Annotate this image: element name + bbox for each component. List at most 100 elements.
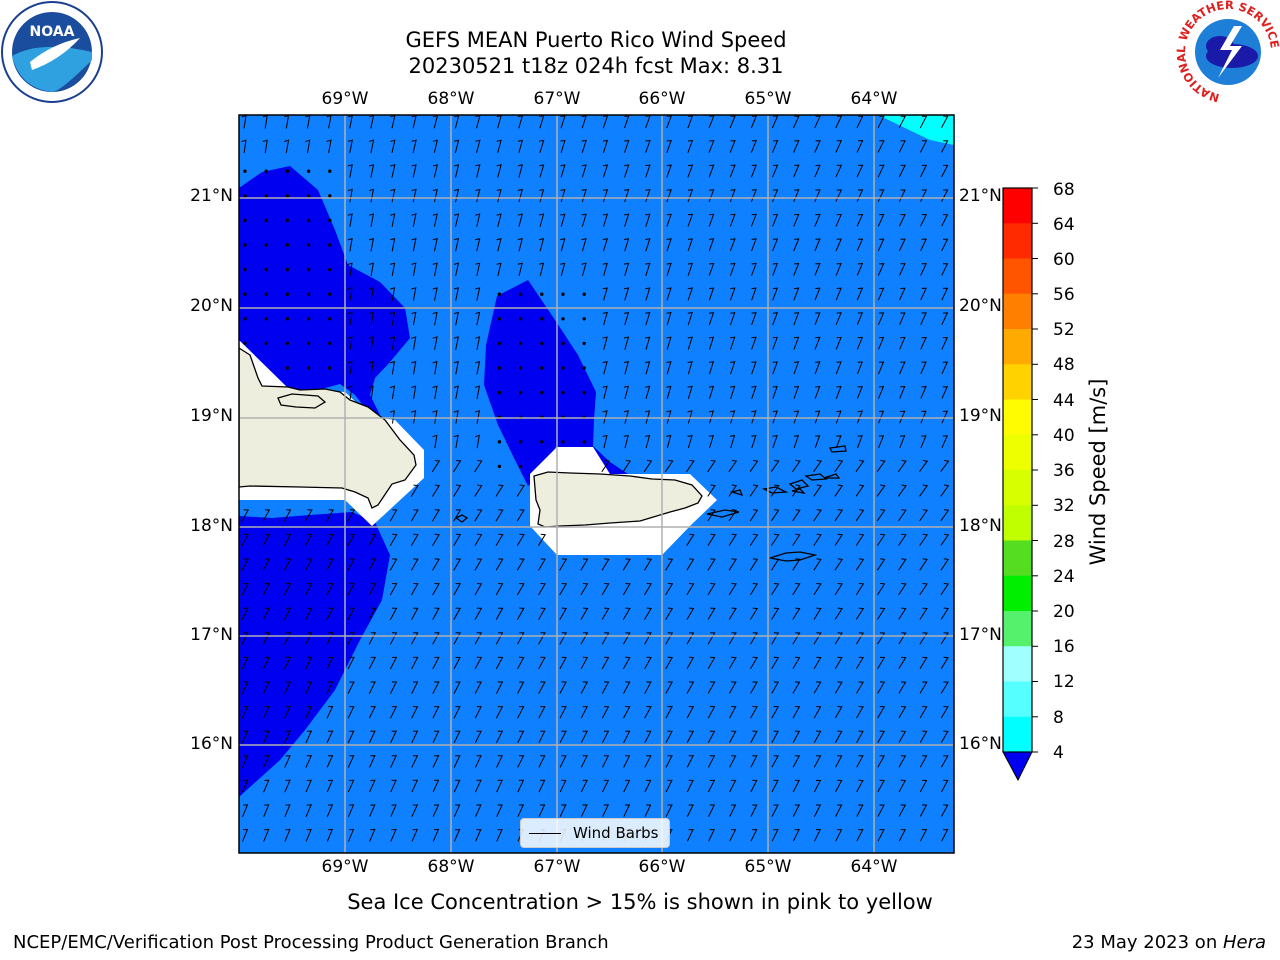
lat-label-right: 19°N [959,406,1002,426]
wind-barb [474,706,482,719]
wind-barb [728,459,738,472]
wind-barb [749,558,759,571]
wind-barb [411,755,419,768]
wind-barb [876,533,886,546]
wind-barb [855,632,865,645]
calm-barb [243,267,247,272]
wind-barb [242,804,249,817]
wind-barb [284,705,291,719]
gridlines [239,115,954,853]
lat-label-right: 17°N [959,625,1002,645]
wind-barb [495,583,504,596]
wind-barb [454,139,460,154]
wind-barb [899,435,906,448]
wind-barb [708,262,715,276]
wind-barb [326,509,334,522]
wind-barb [601,459,610,473]
wind-barb [793,385,800,399]
wind-barb [624,139,630,153]
wind-barb [687,410,693,424]
wind-barb [390,706,398,719]
wind-barb [560,115,566,129]
calm-barb [497,366,502,370]
calm-barb [540,341,544,346]
wind-barb [559,755,567,768]
wind-barb [347,311,353,326]
wind-barb [559,632,568,645]
wind-barb [432,237,438,252]
wind-barb [432,434,438,449]
wind-barb [835,115,843,129]
wind-barb [580,730,589,744]
calm-barb [264,218,268,223]
wind-barb [835,829,843,842]
wind-barb [326,533,334,547]
wind-barb [665,755,673,768]
wind-barb [390,828,397,842]
wind-barb [665,632,674,645]
calm-barb [306,243,311,247]
wind-barb [475,828,482,842]
colorbar-tick-label: 48 [1053,355,1075,375]
wind-barb [453,484,462,497]
wind-barb [941,410,948,424]
wind-barb [707,779,716,793]
wind-barb [687,385,693,399]
wind-barb [813,755,822,768]
colorbar-tick-label: 32 [1053,496,1075,516]
wind-barb [347,385,353,400]
wind-barb [432,336,438,350]
wind-barb [538,779,546,793]
wind-barb [411,385,417,400]
wind-barb [708,361,715,375]
wind-barb [771,583,780,596]
wind-barb [856,115,864,129]
wind-barb [623,311,630,326]
wind-barb [771,755,779,768]
colorbar-tick-label: 56 [1053,285,1075,305]
wind-barb [664,459,674,473]
wind-barb [772,410,778,424]
wind-barb [772,361,778,375]
wind-barb [920,287,927,301]
calm-barb [561,440,565,444]
calm-barb [497,464,502,469]
wind-barb [749,583,759,596]
wind-barb [347,287,353,301]
wind-barb [432,360,438,375]
wind-barb [538,706,546,719]
wind-barb [877,287,885,301]
wind-barb [496,238,502,252]
lat-label-left: 18°N [190,516,233,536]
wind-barb [728,656,737,670]
calm-barb [561,366,565,370]
wind-barb [390,287,396,301]
wind-barb [475,139,481,154]
wind-barb [877,115,885,129]
wind-barb [368,287,374,301]
calm-barb [497,292,502,296]
wind-barb [602,779,610,793]
wind-barb [665,607,674,620]
wind-barb [877,213,885,227]
wind-barb [601,607,610,620]
wind-barb [835,213,842,227]
wind-barb [347,656,355,670]
wind-barb [432,262,438,277]
wind-barb [898,730,907,743]
wind-barb [517,115,524,129]
wind-barb [834,484,844,497]
wind-barb [262,583,271,596]
wind-barb [729,140,736,153]
wind-barb [856,164,864,178]
wind-barb [898,755,907,768]
calm-barb [306,292,311,296]
wind-barb [538,804,546,817]
wind-barb [876,484,886,497]
wind-barb [602,139,609,153]
wind-barb [941,386,948,399]
wind-barb [517,213,523,227]
wind-barb [517,681,525,694]
wind-barb [581,213,587,227]
wind-barb [730,434,736,449]
